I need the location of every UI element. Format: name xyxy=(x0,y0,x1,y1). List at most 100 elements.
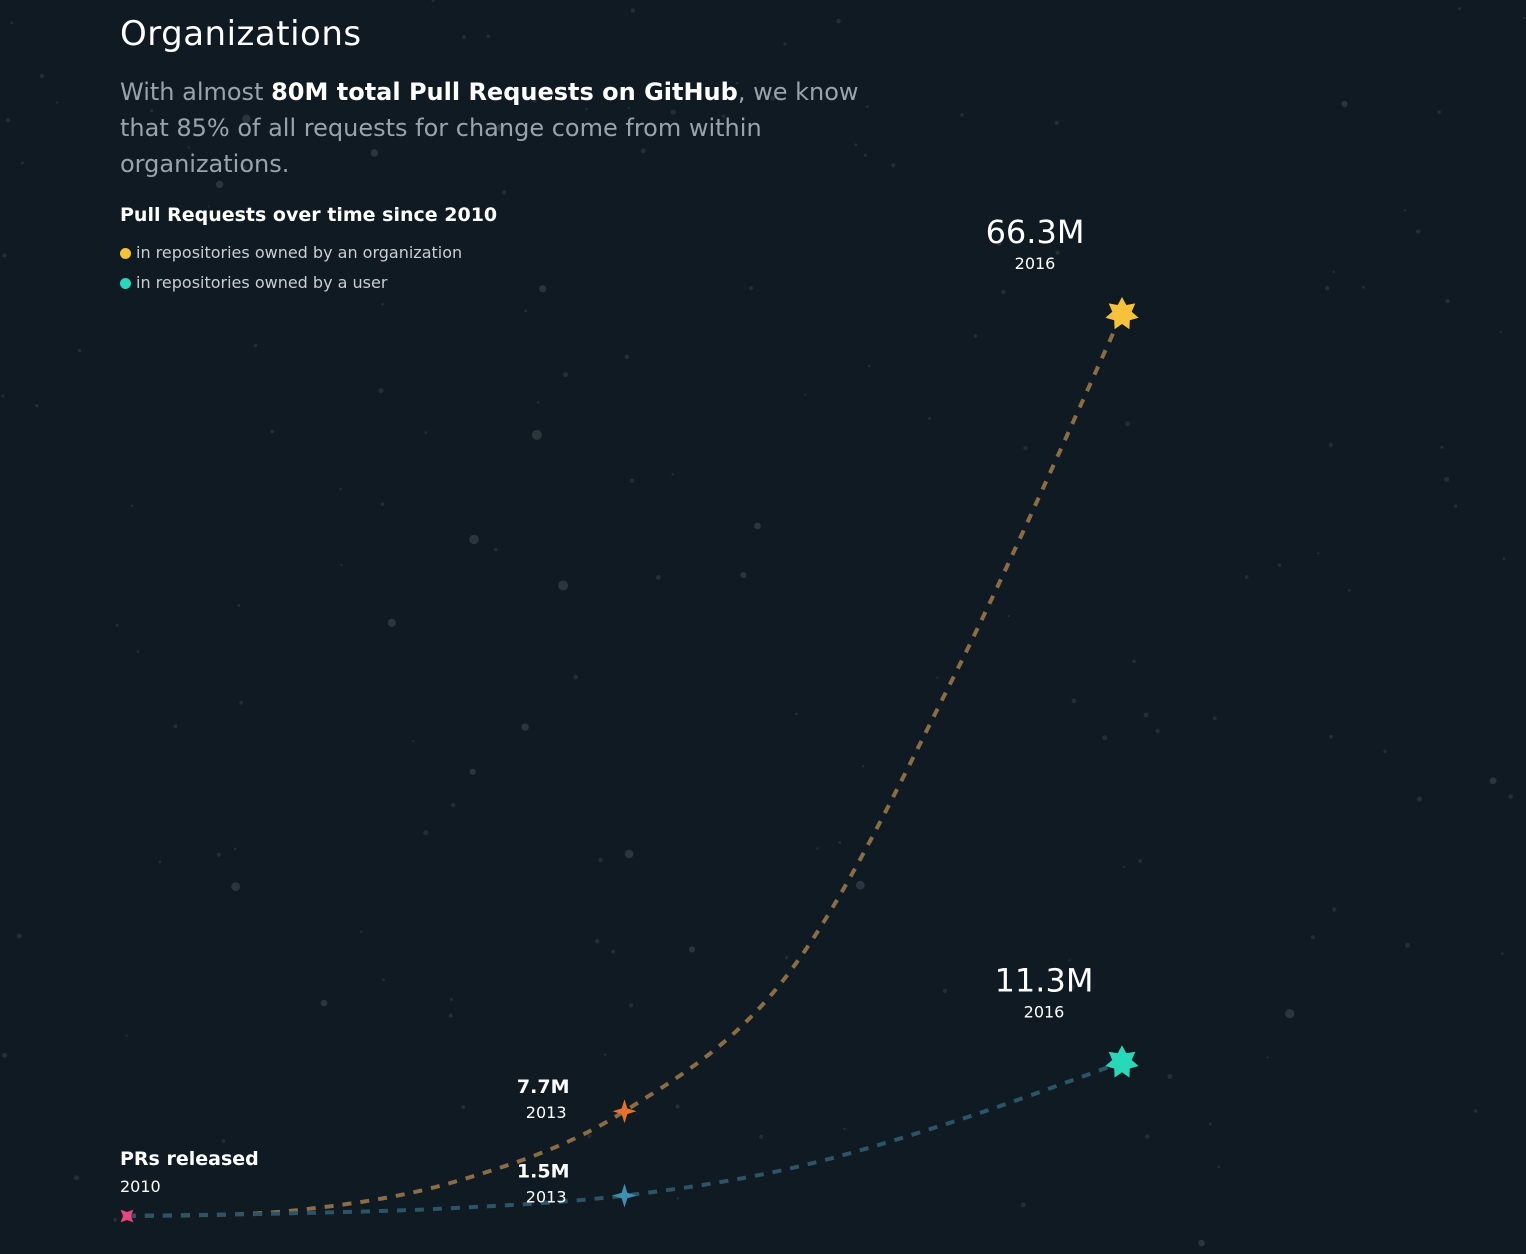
background-star xyxy=(1055,250,1060,255)
background-star xyxy=(2,253,7,258)
background-star xyxy=(424,431,428,435)
background-star xyxy=(531,429,542,440)
release-marker-icon xyxy=(120,1209,134,1223)
background-star xyxy=(136,650,140,653)
background-star xyxy=(536,401,540,404)
background-star xyxy=(1508,794,1513,799)
background-star xyxy=(1362,285,1365,289)
background-star xyxy=(502,190,507,195)
legend-label-user: in repositories owned by a user xyxy=(136,273,388,292)
background-star xyxy=(997,241,1002,246)
background-star xyxy=(1217,1165,1221,1169)
background-star xyxy=(1020,1202,1026,1208)
label-org-2013-value: 7.7M xyxy=(517,1076,570,1098)
background-star xyxy=(628,1003,634,1008)
background-star xyxy=(1405,942,1411,948)
background-star xyxy=(1266,1056,1269,1059)
background-star xyxy=(469,534,479,545)
background-star xyxy=(804,393,807,396)
background-star xyxy=(35,404,39,408)
background-star xyxy=(629,478,635,484)
background-star xyxy=(115,623,119,627)
background-star xyxy=(1311,935,1315,940)
background-star xyxy=(928,416,932,420)
background-star xyxy=(1122,865,1126,869)
label-user-2013-year: 2013 xyxy=(526,1188,567,1207)
background-star xyxy=(1328,442,1333,447)
background-star xyxy=(1054,120,1059,126)
background-star xyxy=(1324,285,1330,291)
background-star xyxy=(387,618,396,627)
background-star xyxy=(675,1104,680,1109)
background-star xyxy=(1444,476,1450,482)
background-star xyxy=(854,143,858,147)
background-star xyxy=(1445,298,1450,304)
point-marker-org-2016-icon xyxy=(1105,297,1139,330)
background-star xyxy=(624,354,630,360)
background-star xyxy=(370,149,379,157)
label-org-2013-year: 2013 xyxy=(526,1103,567,1122)
label-release-year: 2010 xyxy=(120,1177,161,1196)
intro-text-start: With almost xyxy=(120,78,272,106)
label-release-value: PRs released xyxy=(120,1148,259,1170)
background-star xyxy=(1244,575,1249,579)
label-user-2016-year: 2016 xyxy=(1024,1002,1065,1021)
background-star xyxy=(39,73,45,79)
background-star xyxy=(320,999,328,1007)
background-star xyxy=(237,604,241,607)
background-star xyxy=(158,860,162,864)
label-user-2013-value: 1.5M xyxy=(517,1161,570,1183)
background-star xyxy=(431,0,435,2)
background-star xyxy=(1416,229,1421,234)
background-star xyxy=(1277,563,1282,567)
background-star xyxy=(816,847,819,850)
background-star xyxy=(73,1175,79,1181)
background-star xyxy=(242,165,247,170)
background-star xyxy=(449,998,453,1001)
background-star xyxy=(670,109,676,115)
background-star xyxy=(785,955,789,960)
background-star xyxy=(1212,716,1217,721)
background-star xyxy=(1332,907,1337,912)
intro-paragraph: With almost 80M total Pull Requests on G… xyxy=(120,74,900,182)
background-star xyxy=(640,148,646,154)
page-title: Organizations xyxy=(120,14,362,54)
background-star xyxy=(1437,110,1441,114)
background-star xyxy=(253,343,258,348)
background-star xyxy=(942,988,948,994)
background-star xyxy=(486,34,491,39)
background-star xyxy=(960,113,964,117)
background-star xyxy=(759,1134,764,1139)
background-star xyxy=(863,153,868,157)
background-star xyxy=(1138,859,1143,863)
background-star xyxy=(461,1105,466,1110)
background-star xyxy=(1501,952,1504,955)
intro-text-end: , we know that 85% of all requests for c… xyxy=(120,78,859,178)
background-star xyxy=(469,768,476,775)
background-star xyxy=(1145,1134,1150,1139)
background-star xyxy=(216,852,221,857)
background-star xyxy=(524,309,528,313)
background-star xyxy=(494,547,498,552)
chart-title: Pull Requests over time since 2010 xyxy=(120,204,498,226)
background-star xyxy=(855,880,865,890)
background-star xyxy=(1132,659,1136,663)
background-star xyxy=(1522,16,1525,19)
background-star xyxy=(1341,100,1348,107)
background-star xyxy=(1317,552,1320,555)
background-star xyxy=(563,372,569,378)
background-star xyxy=(10,21,14,25)
background-star xyxy=(688,946,696,953)
chart-legend: in repositories owned by an organization… xyxy=(120,238,462,298)
background-star xyxy=(1500,330,1503,333)
background-star xyxy=(1007,615,1010,618)
background-star xyxy=(1,1052,8,1058)
background-star xyxy=(1155,728,1160,733)
background-star xyxy=(843,1127,846,1131)
background-star xyxy=(381,302,384,306)
background-star xyxy=(1417,796,1423,802)
background-star xyxy=(624,849,634,859)
background-star xyxy=(748,286,753,291)
